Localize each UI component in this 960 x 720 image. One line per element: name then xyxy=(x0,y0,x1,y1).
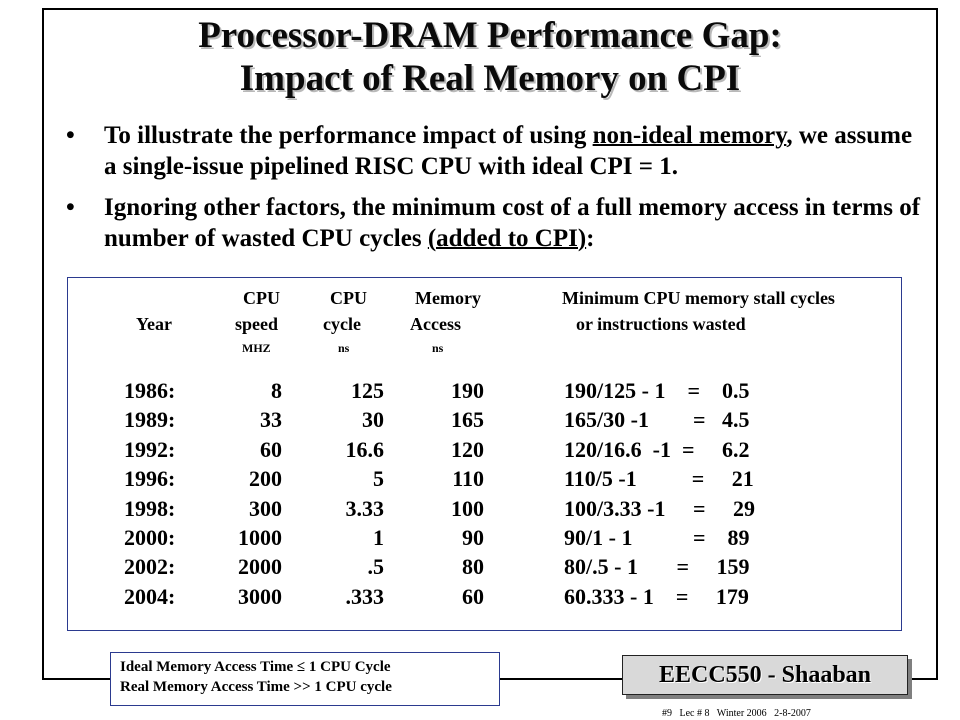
cell-calc: 60.333 - 1 = 179 xyxy=(564,583,749,609)
header-year: Year xyxy=(136,314,172,334)
cell-calc: 100/3.33 -1 = 29 xyxy=(564,495,755,521)
cell-year: 2000: xyxy=(124,524,176,550)
cell-speed: 1000 xyxy=(238,524,282,550)
title-line-2: Impact of Real Memory on CPI xyxy=(239,58,741,99)
cell-year: 1992: xyxy=(124,436,176,462)
cell-year: 1996: xyxy=(124,466,176,492)
header-ns-unit-access: ns xyxy=(432,341,444,355)
cell-access: 80 xyxy=(462,554,484,580)
cell-cycle: 125 xyxy=(351,378,384,403)
cell-access: 90 xyxy=(462,524,484,550)
bullet-1-text-pre: To illustrate the performance impact of … xyxy=(104,122,593,149)
slide-footer: #9 Lec # 8 Winter 2006 2-8-2007 xyxy=(662,708,811,719)
header-memory-top: Memory xyxy=(415,288,481,308)
cell-calc: 190/125 - 1 = 0.5 xyxy=(564,378,750,403)
cell-access: 165 xyxy=(451,407,484,433)
bullet-2-underlined: (added to CPI) xyxy=(427,225,587,252)
header-or-wasted: or instructions wasted xyxy=(576,314,746,334)
cell-speed: 3000 xyxy=(238,583,282,609)
header-cpu-cycle-top: CPU xyxy=(330,288,367,308)
title-line-1: Processor-DRAM Performance Gap: xyxy=(198,15,782,56)
bullet-item-1: • To illustrate the performance impact o… xyxy=(66,120,926,182)
cell-year: 1998: xyxy=(124,495,176,521)
cell-calc: 165/30 -1 = 4.5 xyxy=(564,407,750,433)
bullet-icon: • xyxy=(66,194,75,221)
cell-access: 110 xyxy=(452,466,484,492)
cell-cycle: .5 xyxy=(367,554,385,580)
cell-cycle: 3.33 xyxy=(345,495,385,521)
note-line-1: Ideal Memory Access Time ≤ 1 CPU Cycle xyxy=(120,659,391,675)
bullet-icon: • xyxy=(66,122,75,149)
bullet-1-text-post: , we assume a single-issue pipelined RIS… xyxy=(104,122,913,180)
cell-speed: 2000 xyxy=(238,554,282,580)
header-min-stall: Minimum CPU memory stall cycles xyxy=(562,288,835,308)
cell-speed: 8 xyxy=(271,378,282,403)
cell-speed: 60 xyxy=(260,436,282,462)
cell-cycle: 30 xyxy=(362,407,384,433)
header-access: Access xyxy=(410,314,461,334)
header-ns-unit-cycle: ns xyxy=(338,341,350,355)
bullet-2-text-pre: Ignoring other factors, the minimum cost… xyxy=(104,194,921,252)
cell-cycle: 1 xyxy=(373,524,384,550)
course-brand-box: EECC550 - Shaaban xyxy=(622,655,908,695)
cell-access: 190 xyxy=(451,378,484,403)
bullet-item-2: • Ignoring other factors, the minimum co… xyxy=(66,192,926,254)
header-mhz-unit: MHZ xyxy=(242,341,271,355)
cell-year: 1986: xyxy=(124,378,176,403)
cell-calc: 120/16.6 -1 = 6.2 xyxy=(564,436,750,462)
note-line-2: Real Memory Access Time >> 1 CPU cycle xyxy=(120,679,392,695)
cell-calc: 110/5 -1 = 21 xyxy=(564,466,754,492)
slide-title: Processor-DRAM Performance Gap: Impact o… xyxy=(42,14,938,100)
cell-cycle: .333 xyxy=(345,583,385,609)
cell-year: 2004: xyxy=(124,583,176,609)
course-brand-label: EECC550 - Shaaban xyxy=(658,662,872,688)
cell-access: 60 xyxy=(462,583,484,609)
header-cpu-speed-top: CPU xyxy=(243,288,280,308)
memory-gap-table: CPU CPU Memory Minimum CPU memory stall … xyxy=(67,277,902,631)
cell-cycle: 16.6 xyxy=(345,436,385,462)
bullet-2-text-post: : xyxy=(586,225,595,252)
cell-year: 1989: xyxy=(124,407,176,433)
bullet-list: • To illustrate the performance impact o… xyxy=(66,120,926,264)
cell-calc: 90/1 - 1 = 89 xyxy=(564,524,750,550)
bullet-1-underlined: non-ideal memory xyxy=(592,122,787,149)
cell-year: 2002: xyxy=(124,554,176,580)
cell-speed: 33 xyxy=(260,407,282,433)
cell-access: 100 xyxy=(451,495,484,521)
header-speed: speed xyxy=(235,314,279,334)
cell-calc: 80/.5 - 1 = 159 xyxy=(564,554,750,580)
cell-access: 120 xyxy=(451,436,484,462)
header-cycle: cycle xyxy=(323,314,361,334)
memory-access-note: Ideal Memory Access Time ≤ 1 CPU Cycle R… xyxy=(110,652,500,706)
cell-cycle: 5 xyxy=(373,466,384,492)
cell-speed: 200 xyxy=(249,466,282,492)
cell-speed: 300 xyxy=(249,495,282,521)
